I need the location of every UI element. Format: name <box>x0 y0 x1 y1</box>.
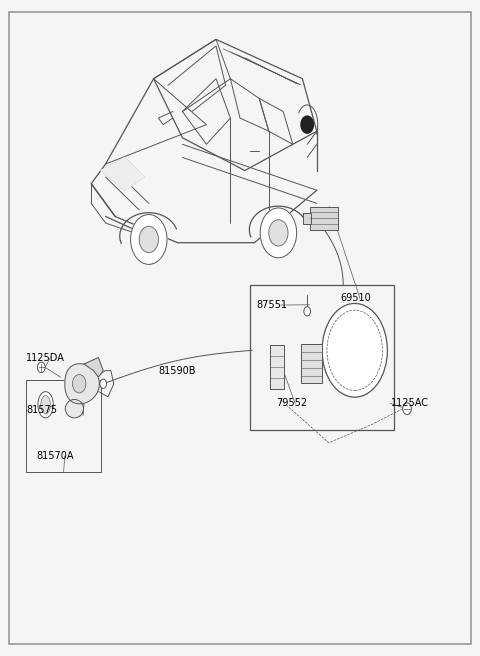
Ellipse shape <box>38 392 53 418</box>
Bar <box>270 344 284 389</box>
Text: 87551: 87551 <box>257 300 288 310</box>
Bar <box>26 380 101 472</box>
Circle shape <box>403 403 411 415</box>
Polygon shape <box>65 363 99 404</box>
Circle shape <box>139 226 158 253</box>
Circle shape <box>304 307 311 316</box>
Circle shape <box>260 208 297 258</box>
Ellipse shape <box>322 304 387 397</box>
Text: 81590B: 81590B <box>158 365 196 376</box>
Ellipse shape <box>65 400 84 418</box>
Polygon shape <box>84 358 103 377</box>
Text: 79552: 79552 <box>276 398 307 409</box>
Text: 1125DA: 1125DA <box>26 352 65 363</box>
Circle shape <box>269 220 288 246</box>
Circle shape <box>100 379 107 388</box>
Ellipse shape <box>41 396 50 414</box>
Bar <box>303 213 311 224</box>
Text: 81575: 81575 <box>26 405 58 415</box>
Text: 81570A: 81570A <box>36 451 73 461</box>
Circle shape <box>37 362 45 373</box>
Bar <box>301 344 322 384</box>
Circle shape <box>301 116 313 133</box>
Text: 69510: 69510 <box>341 293 372 304</box>
Text: 1125AC: 1125AC <box>391 398 429 409</box>
Circle shape <box>131 215 167 264</box>
Circle shape <box>72 375 86 393</box>
Polygon shape <box>101 157 144 190</box>
Ellipse shape <box>327 310 383 390</box>
Bar <box>250 285 394 430</box>
Bar <box>310 207 338 230</box>
